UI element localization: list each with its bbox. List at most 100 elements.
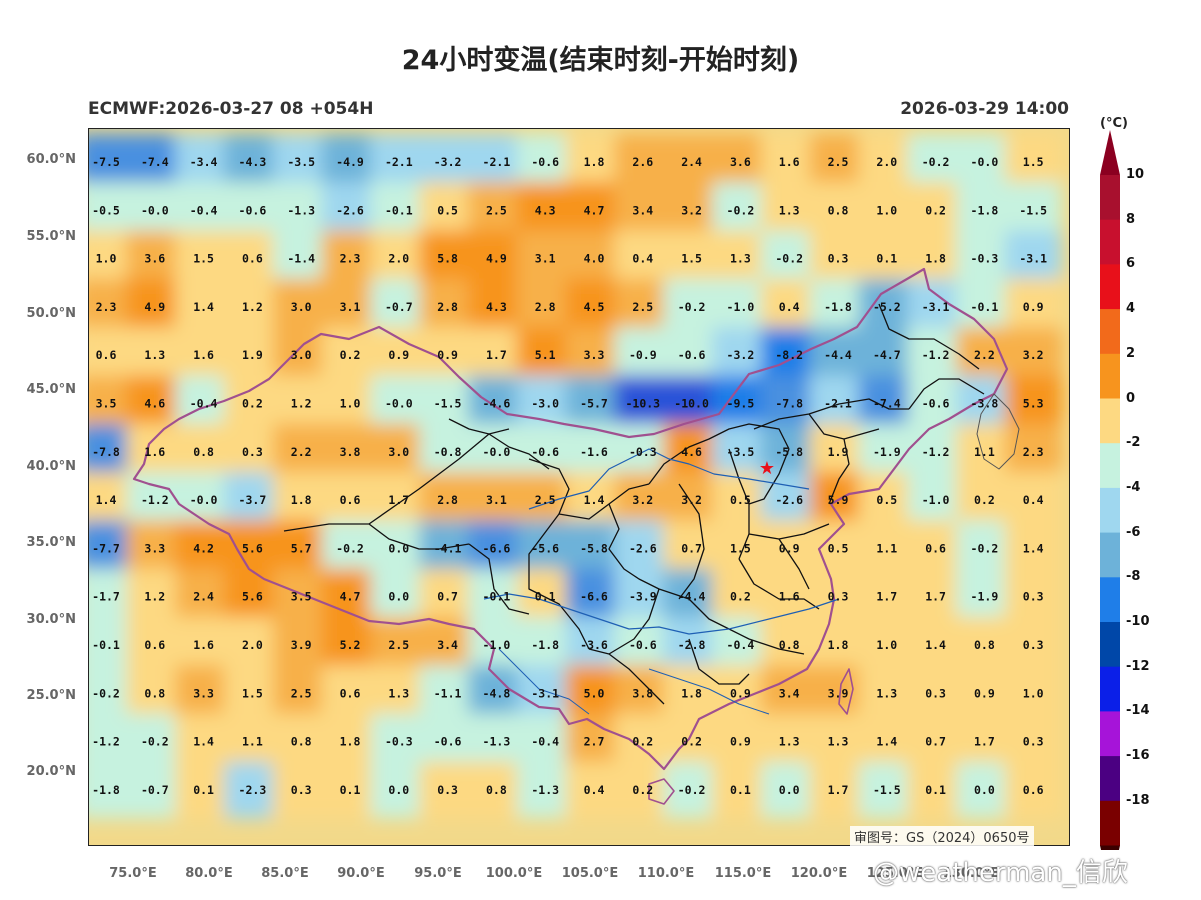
colorbar-segment <box>1100 398 1120 444</box>
colorbar-segment <box>1100 487 1120 534</box>
grid-value: 3.8 <box>632 686 653 700</box>
grid-value: 1.9 <box>828 445 849 459</box>
grid-value: 1.5 <box>681 252 702 266</box>
grid-value: 1.3 <box>779 203 800 217</box>
grid-value: 3.8 <box>340 445 361 459</box>
field-cell <box>858 568 916 625</box>
field-cell <box>516 375 574 432</box>
field-cell <box>614 133 672 191</box>
field-cell <box>224 182 281 239</box>
field-cell <box>419 423 476 480</box>
grid-value: 0.5 <box>437 203 458 217</box>
grid-value: 0.2 <box>632 783 653 797</box>
grid-value: -2.6 <box>775 493 803 507</box>
field-cell <box>614 182 672 239</box>
field-cell <box>321 616 379 674</box>
colorbar-tick-label: 10 <box>1126 167 1145 182</box>
field-cell <box>224 471 281 529</box>
colorbar <box>1100 130 1120 850</box>
grid-value: -3.1 <box>922 300 950 314</box>
grid-value: 1.6 <box>779 155 800 169</box>
grid-value: 4.3 <box>486 300 507 314</box>
grid-value: 0.0 <box>974 783 995 797</box>
grid-value: 2.0 <box>388 252 409 266</box>
grid-value: 4.9 <box>144 300 165 314</box>
grid-value: -3.5 <box>287 155 315 169</box>
grid-value: 0.0 <box>388 541 409 555</box>
field-cell <box>907 230 964 287</box>
field-cell <box>272 665 330 722</box>
field-cell <box>907 471 964 529</box>
field-cell <box>175 471 232 529</box>
field-cell <box>370 182 428 239</box>
grid-value: 3.3 <box>584 348 605 362</box>
grid-value: 0.8 <box>779 638 800 652</box>
field-cell <box>956 471 1013 529</box>
grid-value: -3.9 <box>629 590 657 604</box>
grid-value: 2.8 <box>437 300 458 314</box>
field-cell <box>175 423 232 480</box>
grid-value: 1.9 <box>242 348 263 362</box>
grid-value: -1.8 <box>531 638 559 652</box>
field-cell <box>565 133 623 191</box>
grid-value: -3.1 <box>1019 252 1047 266</box>
field-cell <box>126 568 184 625</box>
field-cell <box>809 375 867 432</box>
grid-value: -7.4 <box>873 397 901 411</box>
field-cell <box>809 616 867 674</box>
field-cell <box>272 616 330 674</box>
field-cell <box>321 182 379 239</box>
lat-tick-label: 30.0°N <box>26 612 76 627</box>
field-cell <box>956 713 1013 770</box>
grid-value: 2.8 <box>535 300 556 314</box>
field-cell <box>1004 471 1062 529</box>
field-cell <box>1004 133 1062 191</box>
grid-value: 0.3 <box>828 252 849 266</box>
field-cell <box>858 520 916 577</box>
field-cell <box>712 761 769 819</box>
field-cell <box>419 327 476 384</box>
field-cell <box>321 665 379 722</box>
colorbar-tick-label: -4 <box>1126 479 1141 495</box>
grid-value: 0.0 <box>388 783 409 797</box>
grid-value: 0.8 <box>486 783 507 797</box>
grid-value: 0.9 <box>974 686 995 700</box>
grid-value: -0.0 <box>141 203 169 217</box>
grid-value: 1.2 <box>242 300 263 314</box>
grid-value: 5.0 <box>584 686 605 700</box>
field-cell <box>370 423 428 480</box>
grid-value: -0.2 <box>141 735 169 749</box>
grid-value: -0.3 <box>629 445 657 459</box>
field-cell <box>760 230 818 287</box>
grid-value: 1.8 <box>291 493 312 507</box>
field-cell <box>1004 230 1062 287</box>
field-cell <box>956 568 1013 625</box>
field-cell <box>224 520 281 577</box>
colorbar-segment <box>1100 756 1120 802</box>
beijing-star-icon: ★ <box>759 458 775 479</box>
field-cell <box>516 133 574 191</box>
grid-value: -3.7 <box>239 493 267 507</box>
field-cell <box>760 520 818 577</box>
grid-value: -6.6 <box>580 590 608 604</box>
field-cell <box>809 423 867 480</box>
colorbar-top-arrow <box>1100 130 1120 175</box>
lat-tick-label: 35.0°N <box>26 535 76 550</box>
field-cell <box>126 665 184 722</box>
grid-value: -0.0 <box>971 155 999 169</box>
grid-value: -0.1 <box>92 638 120 652</box>
grid-value: -4.8 <box>483 686 511 700</box>
field-cell <box>1004 616 1062 674</box>
grid-value: -1.0 <box>922 493 950 507</box>
colorbar-tick-label: -16 <box>1126 748 1150 764</box>
field-cell <box>565 761 623 819</box>
grid-value: 0.3 <box>828 590 849 604</box>
grid-value: 1.6 <box>193 638 214 652</box>
field-cell <box>614 327 672 384</box>
field-cell <box>858 278 916 336</box>
field-cell <box>468 375 525 432</box>
grid-value: 1.6 <box>144 445 165 459</box>
field-cell <box>224 327 281 384</box>
field-cell <box>858 182 916 239</box>
lon-tick-label: 115.0°E <box>714 866 772 881</box>
